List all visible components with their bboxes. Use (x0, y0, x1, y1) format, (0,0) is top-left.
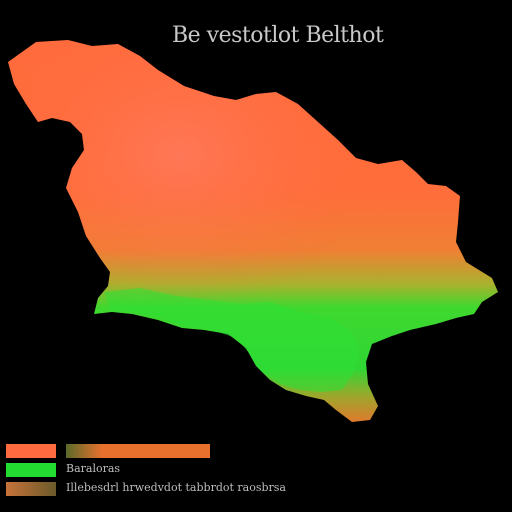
legend-swatch-mixed (6, 482, 56, 496)
legend-label-low: Baraloras (66, 462, 121, 475)
region-map (8, 40, 498, 422)
region-highlight (8, 40, 498, 422)
map-title: Be vestotlot Belthot (172, 23, 384, 48)
legend-label-mixed: Illebesdrl hrwedvdot tabbrdot raosbrsa (66, 481, 286, 494)
legend-swatch-low (6, 463, 56, 477)
green-lowland-area (104, 288, 360, 392)
legend-gradient-bar (66, 444, 210, 458)
legend-swatch-high (6, 444, 56, 458)
legend: Baraloras Illebesdrl hrwedvdot tabbrdot … (0, 438, 512, 508)
